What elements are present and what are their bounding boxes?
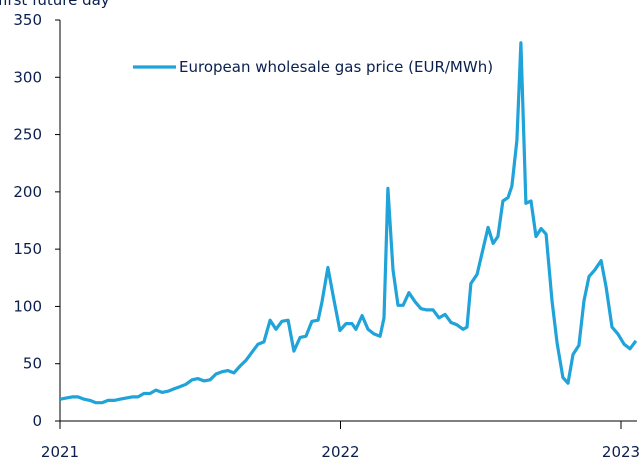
x-tick-label: 2021 [41, 443, 79, 461]
legend-label: European wholesale gas price (EUR/MWh) [179, 58, 493, 76]
y-tick-label: 300 [13, 68, 42, 86]
y-tick-label: 250 [13, 126, 42, 144]
y-tick-label: 100 [13, 297, 42, 315]
y-tick-label: 150 [13, 240, 42, 258]
x-tick-label: 2023 [602, 443, 640, 461]
x-tick-label: 2022 [321, 443, 359, 461]
y-tick-label: 0 [32, 412, 42, 430]
data-line [60, 41, 638, 405]
y-tick-label: 350 [13, 11, 42, 29]
chart-subtitle: first future day [0, 0, 110, 9]
y-tick-label: 50 [23, 355, 42, 373]
y-tick-label: 200 [13, 183, 42, 201]
